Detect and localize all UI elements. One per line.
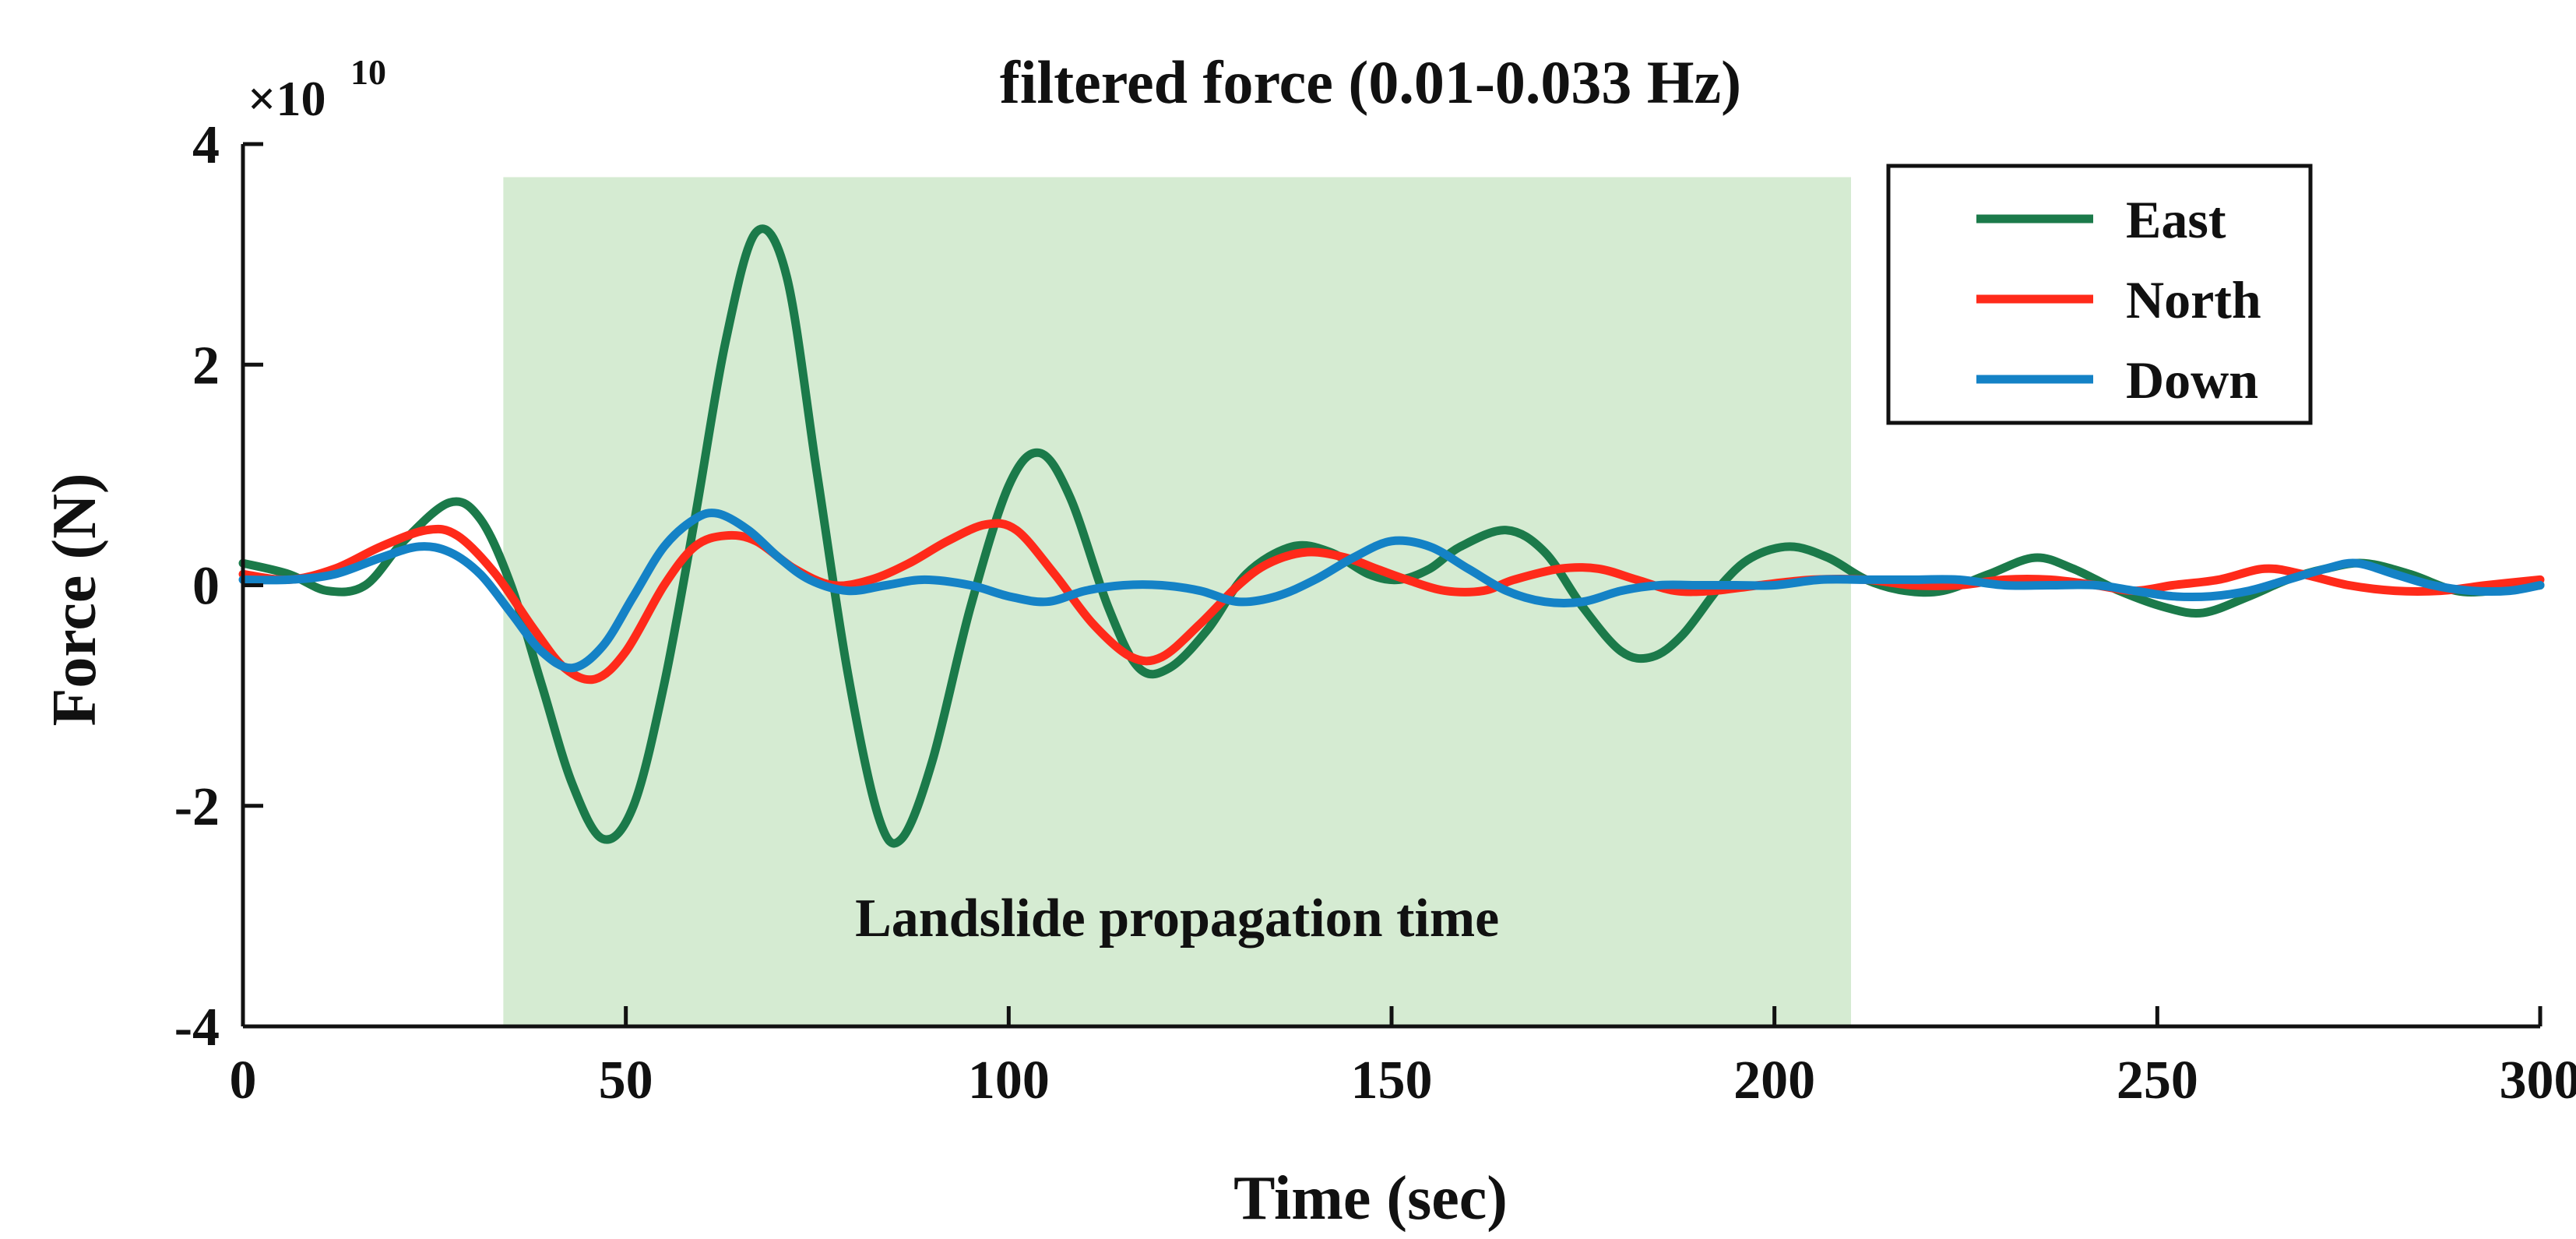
- x-tick-label: 250: [2117, 1051, 2198, 1111]
- legend-label-down: Down: [2126, 350, 2258, 410]
- axes-layer: 0 50 100 150 200 250 300 -4 -2 0 2 4: [174, 115, 2576, 1111]
- x-tick-label: 50: [599, 1051, 653, 1111]
- legend: East North Down: [1886, 164, 2313, 425]
- series-line-east: [238, 224, 2545, 848]
- y-exponent-power: 10: [350, 52, 386, 92]
- legend-label-north: North: [2126, 270, 2261, 329]
- legend-box: [1886, 164, 2313, 425]
- y-exponent-prefix: ×10: [248, 71, 326, 126]
- x-tick-label: 300: [2500, 1051, 2576, 1111]
- y-axis-label: Force (N): [40, 473, 109, 727]
- chart-title: filtered force (0.01-0.033 Hz): [1000, 48, 1741, 116]
- y-tick-label: 0: [192, 557, 220, 617]
- x-tick-label: 150: [1351, 1051, 1433, 1111]
- y-tick-label: -4: [174, 998, 220, 1058]
- x-axis-label: Time (sec): [1233, 1164, 1508, 1233]
- legend-label-east: East: [2126, 190, 2226, 249]
- x-tick-label: 0: [230, 1051, 257, 1111]
- label-layer: filtered force (0.01-0.033 Hz) Time (sec…: [40, 48, 1741, 1233]
- series-line-down: [238, 509, 2545, 673]
- y-tick-label: 2: [192, 336, 220, 396]
- x-tick-label: 100: [968, 1051, 1050, 1111]
- y-tick-label: 4: [192, 115, 220, 175]
- series-layer: [238, 224, 2545, 848]
- y-tick-label: -2: [174, 777, 220, 837]
- x-tick-label: 200: [1733, 1051, 1815, 1111]
- shaded-region-label: Landslide propagation time: [855, 889, 1499, 949]
